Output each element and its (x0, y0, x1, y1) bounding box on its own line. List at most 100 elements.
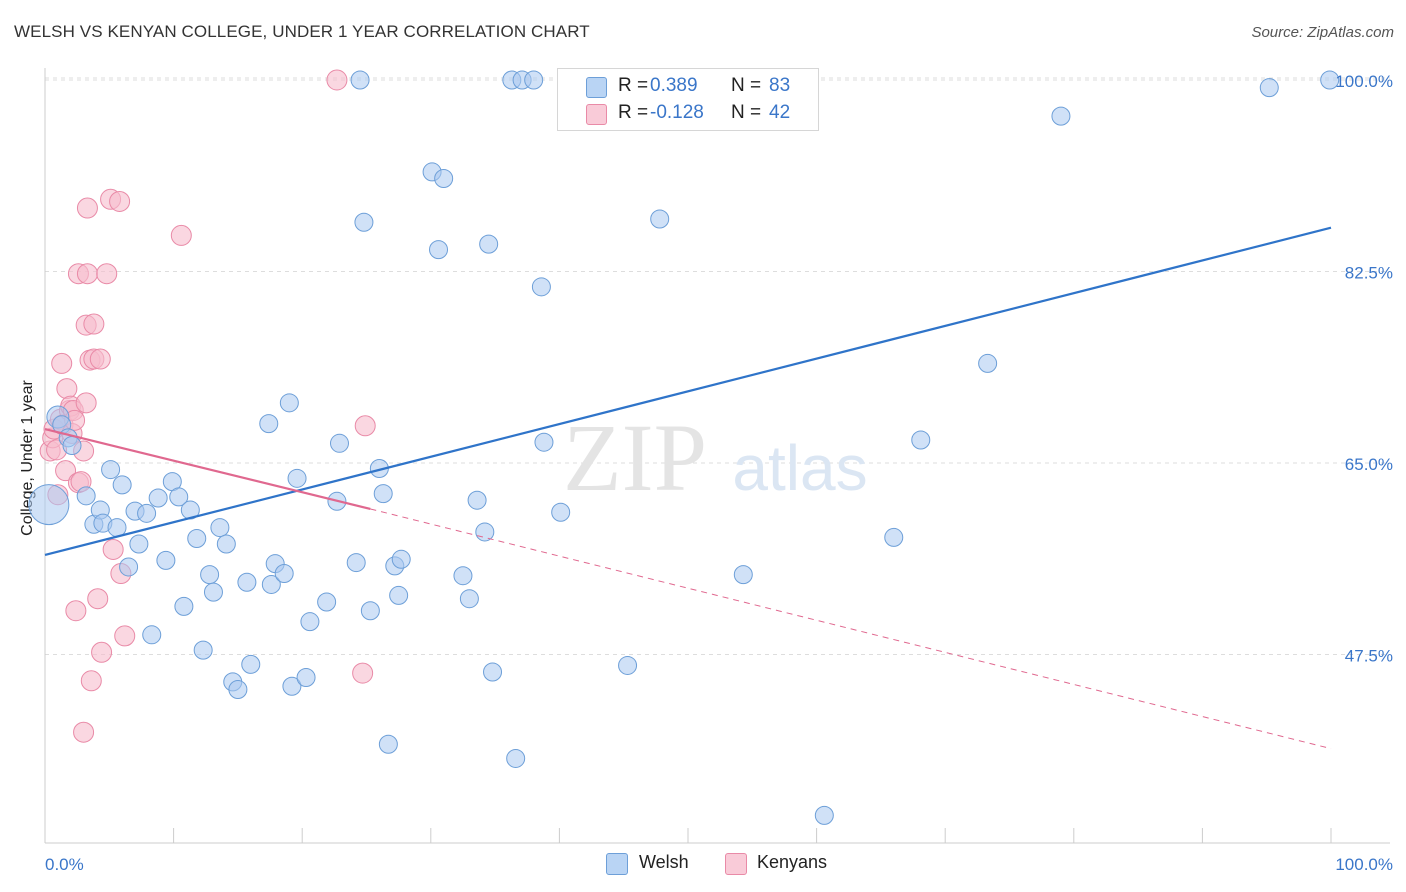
welsh-point (259, 414, 279, 434)
welsh-point (1320, 70, 1340, 90)
kenyan-swatch (725, 853, 747, 875)
welsh-point (112, 475, 132, 495)
welsh-point (237, 572, 257, 592)
kenyan-point (80, 670, 102, 692)
welsh-point (210, 518, 230, 538)
welsh-point (389, 585, 409, 605)
welsh-point (1259, 78, 1279, 98)
watermark-zip: ZIP (563, 404, 707, 511)
legend-n-label: N = (731, 102, 762, 123)
bottom-legend-welsh-label: Welsh (639, 852, 689, 872)
source-credit: Source: ZipAtlas.com (1251, 24, 1394, 41)
welsh-points (28, 70, 1340, 825)
welsh-point (434, 168, 454, 188)
welsh-point (282, 676, 302, 696)
kenyan-point (83, 313, 105, 335)
welsh-point (300, 612, 320, 632)
legend-r-label: R = (618, 102, 649, 123)
kenyan-point (55, 460, 77, 482)
welsh-point (101, 460, 121, 480)
welsh-point (137, 503, 157, 523)
welsh-point (228, 680, 248, 700)
legend-n-label: N = (731, 75, 762, 96)
welsh-point (524, 70, 544, 90)
welsh-point (148, 488, 168, 508)
welsh-point (350, 70, 370, 90)
kenyan-point (87, 588, 109, 610)
welsh-point (360, 601, 380, 621)
axes (44, 68, 1390, 844)
welsh-point (650, 209, 670, 229)
welsh-point (884, 527, 904, 547)
welsh-point (373, 484, 393, 504)
welsh-point (187, 529, 207, 549)
welsh-point (200, 565, 220, 585)
kenyan-point (65, 600, 87, 622)
kenyan-point (73, 721, 95, 743)
bottom-legend-kenyan-label: Kenyans (757, 852, 828, 872)
welsh-point (911, 430, 931, 450)
welsh-swatch (586, 77, 607, 98)
welsh-point (483, 662, 503, 682)
welsh-point (129, 534, 149, 554)
kenyan-point (75, 392, 97, 414)
welsh-point (296, 667, 316, 687)
kenyan-point (91, 641, 113, 663)
kenyan-point (96, 263, 118, 285)
welsh-point (174, 596, 194, 616)
legend-n-value: 42 (769, 102, 791, 123)
welsh-point (378, 734, 398, 754)
kenyan-point (170, 224, 192, 246)
welsh-point (978, 353, 998, 373)
welsh-point (203, 582, 223, 602)
welsh-point (62, 435, 82, 455)
welsh-point (169, 487, 189, 507)
welsh-point (453, 566, 473, 586)
welsh-point (534, 432, 554, 452)
welsh-point (317, 592, 337, 612)
welsh-point (506, 748, 526, 768)
welsh-point (261, 574, 281, 594)
x-tick-label: 0.0% (45, 855, 84, 874)
trend-lines (44, 226, 1332, 750)
welsh-point (814, 805, 834, 825)
watermark-atlas: atlas (732, 432, 867, 504)
kenyan-point (56, 378, 78, 400)
welsh-point (429, 240, 449, 260)
welsh-point (216, 534, 236, 554)
y-tick-label: 100.0% (1335, 72, 1393, 91)
welsh-point (329, 433, 349, 453)
legend-r-value: -0.128 (650, 102, 704, 123)
kenyan-point (114, 625, 136, 647)
welsh-point (551, 502, 571, 522)
welsh-point (467, 490, 487, 510)
welsh-point (76, 486, 96, 506)
kenyan-point (76, 263, 98, 285)
welsh-point (156, 550, 176, 570)
kenyan-point (352, 662, 374, 684)
kenyan-point (109, 190, 131, 212)
kenyan-point (76, 197, 98, 219)
kenyan-points (39, 69, 376, 743)
x-tick-label: 100.0% (1335, 855, 1393, 874)
welsh-swatch (606, 853, 628, 875)
welsh-point (475, 522, 495, 542)
welsh-point (274, 564, 294, 584)
welsh-point (479, 234, 499, 254)
welsh-point (119, 557, 139, 577)
welsh-point (459, 589, 479, 609)
tick-labels: 47.5% 65.0% 82.5% 100.0% 0.0% 100.0% (45, 72, 1393, 874)
welsh-point (391, 549, 411, 569)
welsh-point (279, 393, 299, 413)
grid-lines (45, 77, 1390, 655)
kenyan-swatch (586, 104, 607, 125)
correlation-legend: R = 0.389 N = 83 R = -0.128 N = 42 (557, 68, 819, 131)
y-tick-label: 65.0% (1345, 455, 1393, 474)
legend-row-welsh: R = 0.389 N = 83 (558, 74, 818, 100)
kenyan-point (102, 538, 124, 560)
kenyan-point (89, 348, 111, 370)
legend-n-value: 83 (769, 75, 791, 96)
y-tick-label: 47.5% (1345, 647, 1393, 666)
welsh-point (618, 655, 638, 675)
